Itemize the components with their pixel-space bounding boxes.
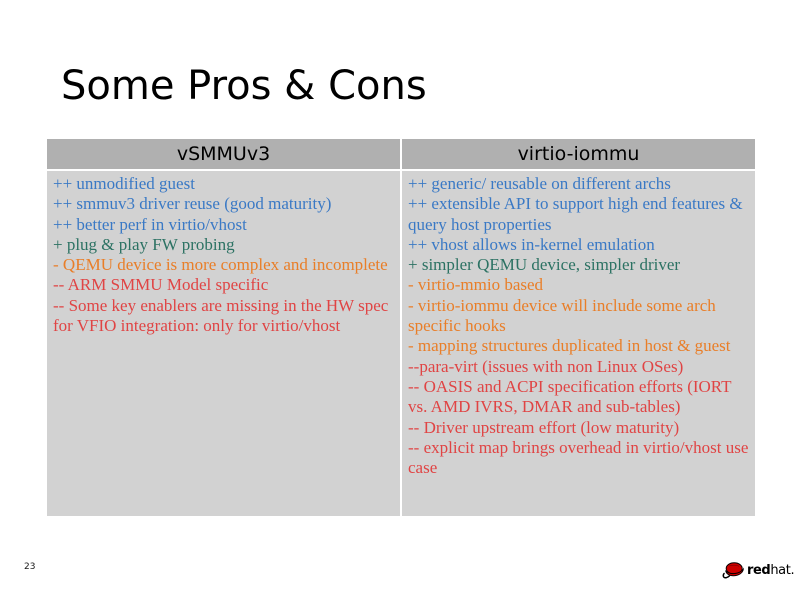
pros-cons-item: -- Some key enablers are missing in the … — [53, 295, 389, 336]
pros-cons-item: - virtio-iommu device will include some … — [408, 295, 716, 336]
column-cell-virtio-iommu: ++ generic/ reusable on different archs … — [402, 171, 755, 516]
pros-cons-item: + plug & play FW probing — [53, 234, 235, 254]
redhat-logo-text: redhat. — [747, 563, 795, 578]
redhat-logo-text-red: red — [747, 563, 771, 578]
pros-cons-item: ++ smmuv3 driver reuse (good maturity) — [53, 194, 332, 214]
pros-cons-item: ++ extensible API to support high end fe… — [408, 194, 743, 234]
pros-cons-item: - QEMU device is more complex and incomp… — [53, 255, 388, 275]
pros-cons-item: -- ARM SMMU Model specific — [53, 275, 269, 295]
page-number: 23 — [24, 562, 36, 572]
redhat-logo: redhat. — [721, 561, 795, 580]
column-header-virtio-iommu: virtio-iommu — [402, 139, 755, 169]
pros-cons-item: ++ unmodified guest — [53, 174, 195, 193]
pros-cons-item: -- explicit map brings overhead in virti… — [408, 437, 749, 478]
pros-cons-item: + simpler QEMU device, simpler driver — [408, 255, 681, 275]
pros-cons-item: --para-virt (issues with non Linux OSes) — [408, 356, 684, 376]
pros-cons-item: - virtio-mmio based — [408, 275, 544, 295]
pros-cons-item: -- Driver upstream effort (low maturity) — [408, 417, 680, 437]
page-title: Some Pros & Cons — [61, 63, 427, 109]
pros-cons-item: - mapping structures duplicated in host … — [408, 336, 731, 356]
pros-cons-item: ++ vhost allows in-kernel emulation — [408, 234, 655, 254]
redhat-hat-icon — [721, 561, 745, 580]
pros-cons-item: ++ better perf in virtio/vhost — [53, 214, 247, 234]
pros-cons-item: ++ generic/ reusable on different archs — [408, 174, 671, 193]
column-header-vsmmuv3: vSMMUv3 — [47, 139, 400, 169]
pros-cons-item: -- OASIS and ACPI specification efforts … — [408, 376, 732, 417]
column-cell-vsmmuv3: ++ unmodified guest ++ smmuv3 driver reu… — [47, 171, 400, 516]
redhat-logo-text-hat: hat. — [770, 563, 795, 578]
pros-cons-table: vSMMUv3 virtio-iommu ++ unmodified guest… — [47, 139, 755, 516]
